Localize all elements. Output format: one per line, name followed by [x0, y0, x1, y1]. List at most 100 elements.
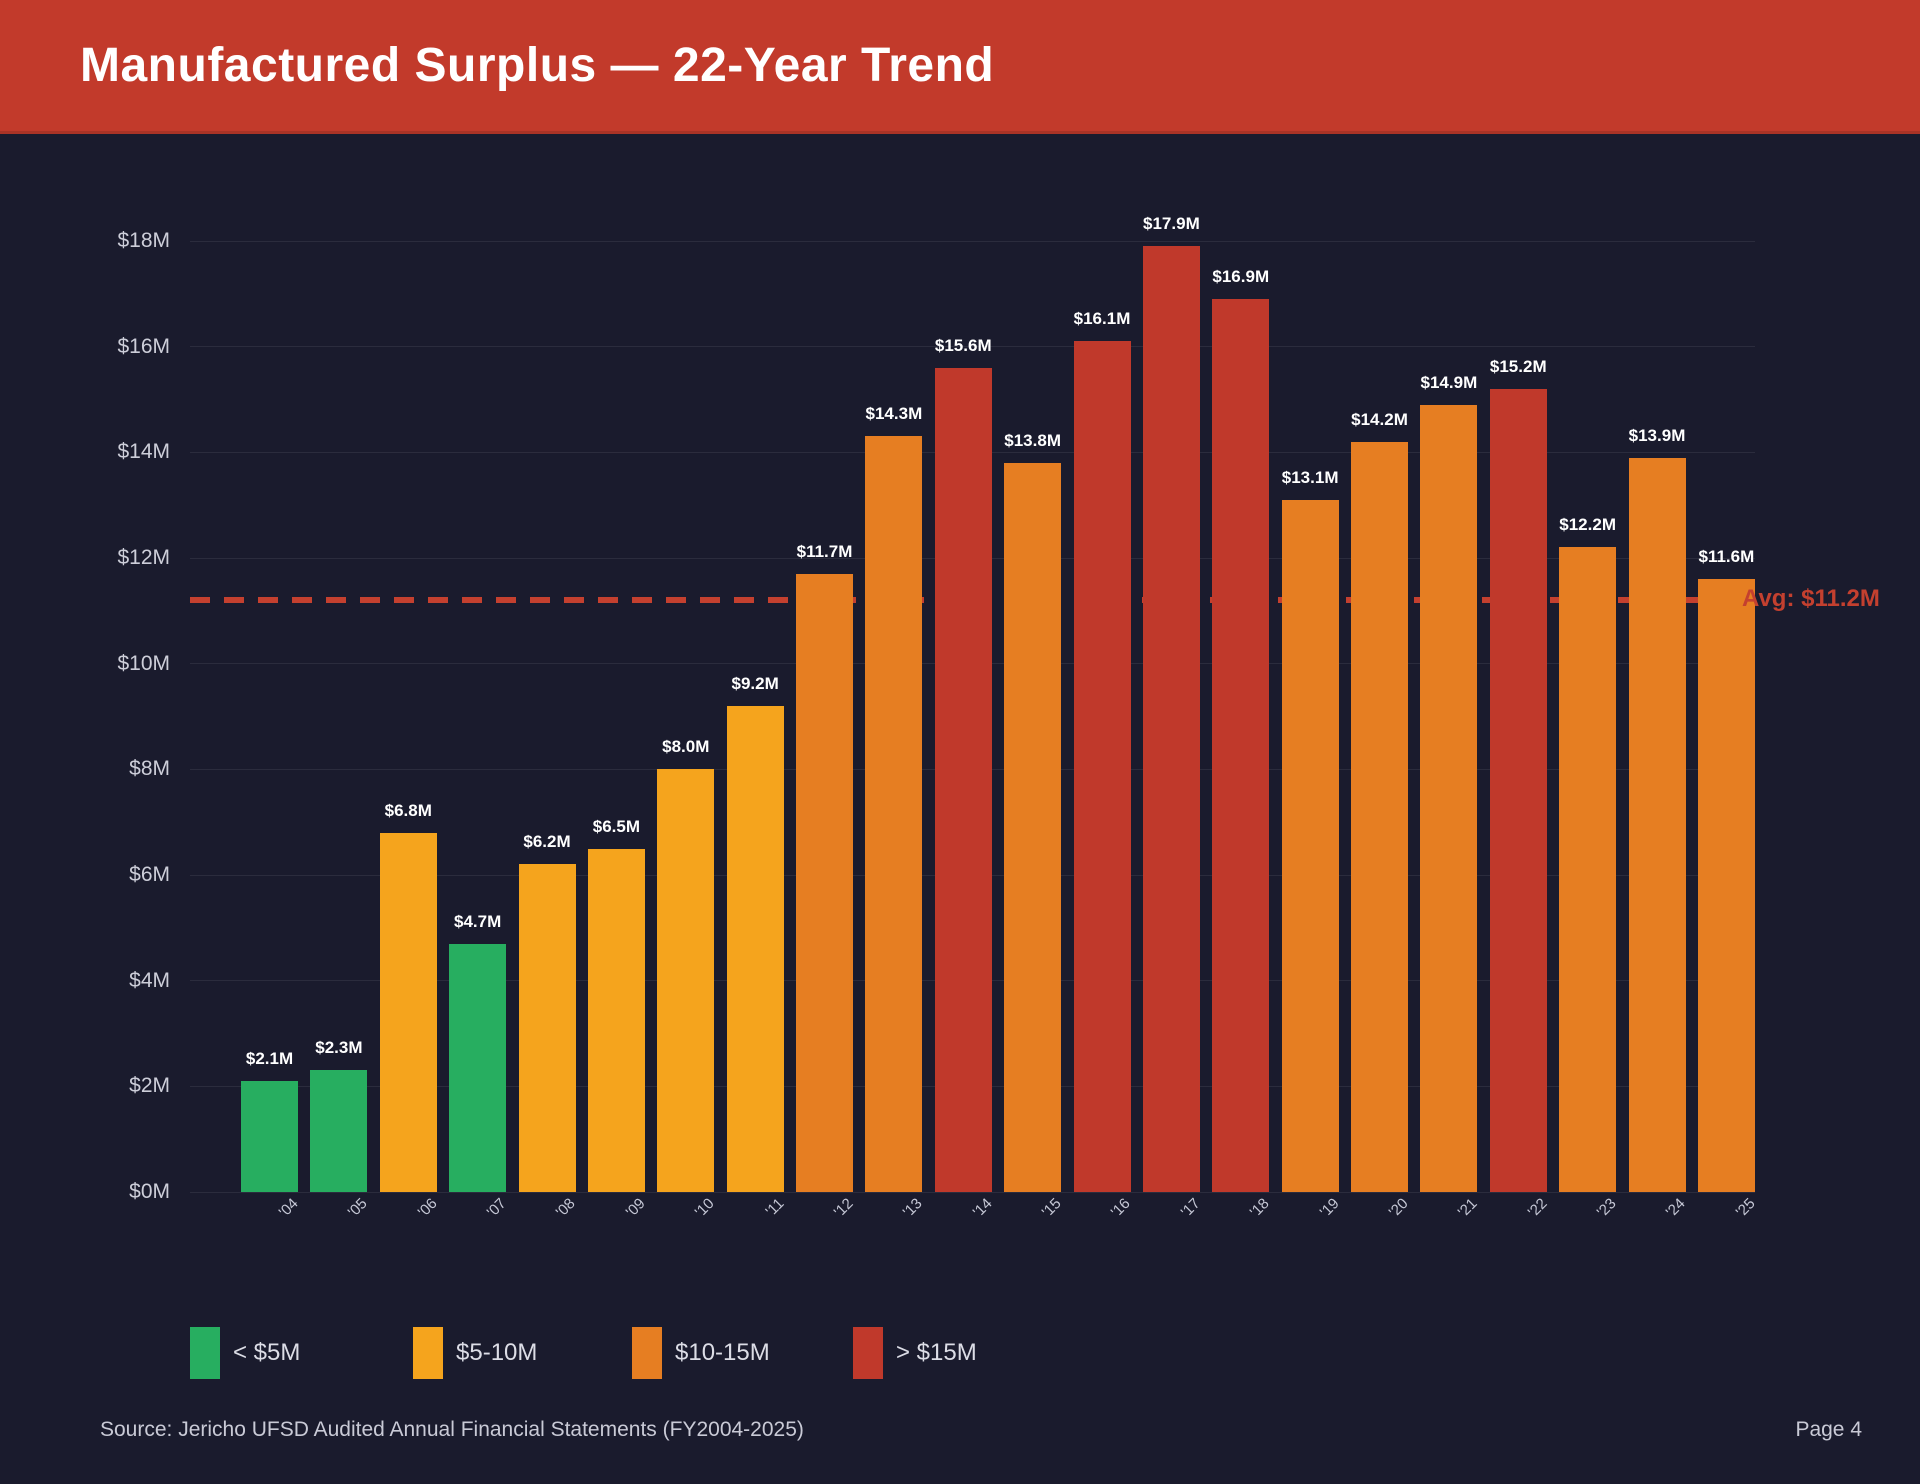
bar [1351, 441, 1408, 1192]
bar-value-label: $13.8M [1004, 430, 1061, 450]
bar-slot: $4.7M '07 [449, 180, 510, 1221]
bar-slot: $16.1M '16 [1073, 180, 1134, 1221]
x-tick-label: '25 [1732, 1195, 1759, 1221]
y-tick-label: $16M [117, 334, 170, 358]
bar [587, 848, 645, 1192]
x-tick-label: '13 [900, 1195, 926, 1221]
x-tick-label: '19 [1316, 1195, 1343, 1221]
x-tick-label: '07 [483, 1195, 510, 1221]
bar [796, 573, 853, 1192]
x-tick-label: '21 [1455, 1195, 1481, 1221]
legend-swatch [190, 1327, 220, 1379]
x-tick-label: '17 [1177, 1195, 1204, 1221]
gridline [190, 1191, 1755, 1193]
bar [518, 864, 576, 1192]
bar-value-label: $2.3M [315, 1038, 363, 1058]
bar-value-label: $8.0M [662, 737, 710, 757]
bar-value-label: $14.3M [865, 404, 923, 424]
bar-value-label: $11.7M [796, 541, 853, 561]
x-tick-label: '23 [1593, 1195, 1620, 1221]
bar-slot: $2.1M '04 [241, 180, 302, 1221]
bar-slot: $9.2M '11 [726, 180, 787, 1220]
page-title: Manufactured Surplus — 22-Year Trend [80, 39, 995, 92]
x-tick-label: '15 [1038, 1195, 1065, 1221]
bar-slot: $14.2M '20 [1351, 180, 1412, 1221]
bar-slot: $6.2M '08 [518, 180, 579, 1221]
y-tick-label: $2M [129, 1074, 170, 1098]
legend-label: $5-10M [456, 1339, 538, 1366]
bar-slot: $2.3M '05 [310, 180, 371, 1221]
bar-value-label: $15.6M [934, 335, 992, 355]
bar [310, 1070, 368, 1192]
bar [657, 769, 715, 1192]
x-tick-label: '11 [762, 1195, 788, 1221]
legend-item: $5-10M [413, 1326, 537, 1380]
average-line-label: Avg: $11.2M [1742, 585, 1880, 613]
bar-slot: $6.5M '09 [587, 180, 648, 1221]
bar-slot: $14.3M '13 [865, 180, 926, 1221]
legend-label: < $5M [233, 1339, 301, 1366]
x-tick-label: '10 [691, 1195, 718, 1221]
bars-row: $2.1M '04 $2.3M '05 $6.8M '06 $4.7M '07 $6.2M '08… [241, 180, 1758, 1221]
legend-item: < $5M [190, 1326, 300, 1380]
legend: < $5M $5-10M $10-15M > $15M [0, 1326, 1920, 1380]
bar-value-label: $15.2M [1489, 356, 1547, 376]
bar-value-label: $16.1M [1073, 309, 1131, 329]
bar [449, 943, 507, 1192]
legend-label: $10-15M [675, 1339, 770, 1366]
bar [1420, 404, 1478, 1192]
bar-slot: $13.1M '19 [1281, 180, 1342, 1221]
bar-value-label: $6.8M [384, 800, 432, 820]
bar [379, 832, 437, 1192]
y-tick-label: $4M [129, 968, 170, 992]
bar-slot: $11.7M '12 [796, 180, 857, 1221]
x-tick-label: '22 [1524, 1195, 1551, 1221]
bar-slot: $15.2M '22 [1489, 180, 1550, 1221]
bar [726, 705, 784, 1192]
bar-slot: $14.9M '21 [1420, 180, 1481, 1221]
bar [1697, 579, 1755, 1192]
x-tick-label: '06 [414, 1195, 441, 1221]
bar [1281, 499, 1339, 1192]
bar [1559, 547, 1617, 1192]
legend-swatch [413, 1327, 443, 1379]
bar-value-label: $13.9M [1628, 425, 1686, 445]
bar [865, 436, 923, 1192]
source-note: Source: Jericho UFSD Audited Annual Fina… [100, 1418, 804, 1441]
page-number: Page 4 [1795, 1418, 1862, 1441]
bar-value-label: $13.1M [1281, 467, 1339, 487]
bar [934, 367, 992, 1192]
bar [1073, 341, 1131, 1192]
x-tick-label: '24 [1663, 1195, 1690, 1221]
bar-value-label: $11.6M [1698, 547, 1755, 567]
x-tick-label: '05 [345, 1195, 371, 1221]
legend-item: > $15M [853, 1326, 977, 1380]
bar-slot: $8.0M '10 [657, 180, 718, 1221]
x-tick-label: '04 [275, 1195, 302, 1221]
bar-slot: $12.2M '23 [1559, 180, 1620, 1221]
x-tick-label: '14 [969, 1195, 996, 1221]
bar-value-label: $6.5M [592, 816, 640, 836]
bar-value-label: $12.2M [1559, 515, 1616, 535]
x-tick-label: '12 [830, 1195, 857, 1221]
legend-label: > $15M [896, 1339, 977, 1366]
y-tick-label: $8M [129, 757, 170, 781]
bar-slot: $13.8M '15 [1004, 180, 1065, 1221]
x-tick-label: '09 [622, 1195, 649, 1221]
bar [1628, 457, 1686, 1192]
legend-item: $10-15M [632, 1326, 770, 1380]
bar-value-label: $17.9M [1143, 214, 1200, 234]
gridline [190, 346, 1755, 348]
bar-slot: $16.9M '18 [1212, 180, 1273, 1221]
bar [1142, 246, 1200, 1192]
x-tick-label: '08 [553, 1195, 580, 1221]
y-tick-label: $6M [129, 863, 170, 886]
x-tick-label: '16 [1108, 1195, 1135, 1221]
y-tick-label: $14M [117, 440, 170, 464]
y-tick-label: $0M [129, 1180, 170, 1203]
bar-slot: $6.8M '06 [379, 180, 440, 1221]
x-tick-label: '18 [1246, 1195, 1273, 1221]
bar [1004, 462, 1062, 1192]
bar-slot: $15.6M '14 [934, 180, 995, 1221]
